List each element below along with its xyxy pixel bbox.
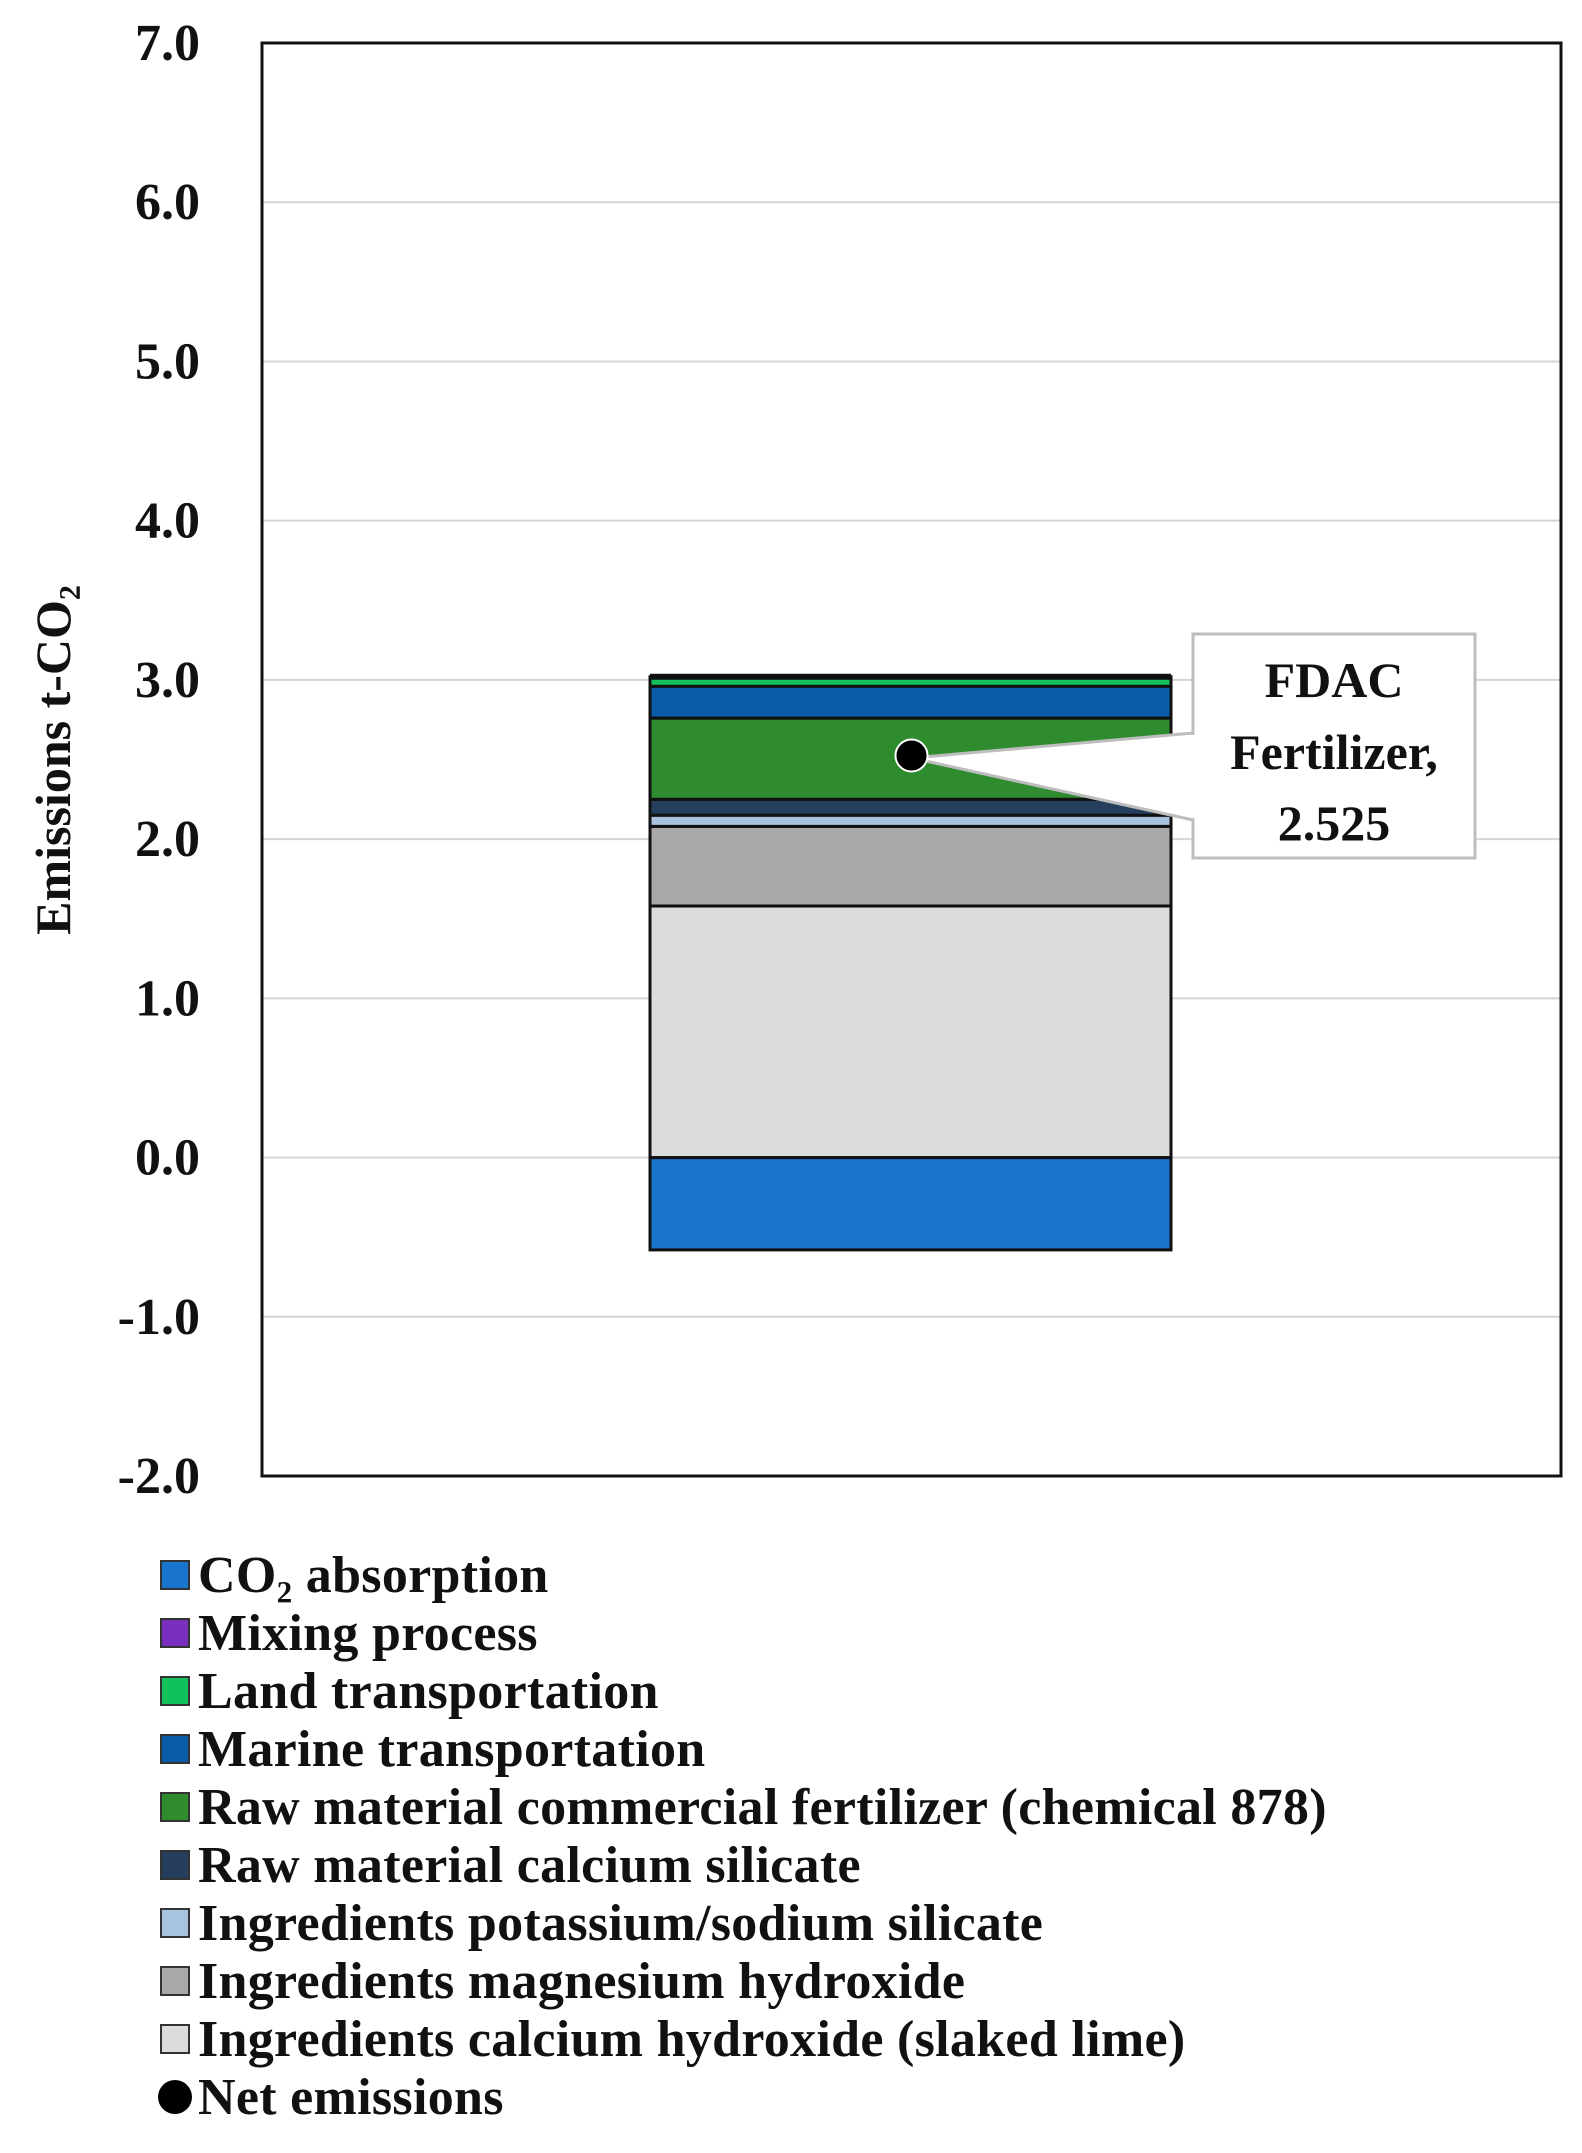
y-tick-label: 6.0 [135,174,200,231]
legend-item-mixing-process: Mixing process [160,1604,1327,1662]
stacked-bar [648,673,1173,1252]
legend-label: Mixing process [198,1604,538,1662]
legend-label: Raw material calcium silicate [198,1836,861,1894]
legend-swatch [160,1560,190,1590]
legend-swatch [160,1676,190,1706]
bar-segment [648,824,1173,908]
legend: CO₂ absorption Mixing process Land trans… [158,1546,1327,2126]
legend-item-commercial-fertilizer: Raw material commercial fertilizer (chem… [160,1778,1327,1836]
legend-label: Land transportation [198,1662,659,1720]
legend-label: Net emissions [198,2068,504,2126]
callout-line-3: 2.525 [1278,795,1391,851]
legend-item-marine-transportation: Marine transportation [160,1720,1327,1778]
legend-item-co2-absorption: CO₂ absorption [160,1546,1327,1604]
y-tick-label: 4.0 [135,493,200,550]
legend-label: Ingredients magnesium hydroxide [198,1952,966,2010]
legend-item-net-emissions: Net emissions [158,2068,1327,2126]
legend-label: Marine transportation [198,1720,706,1778]
legend-swatch [160,1908,190,1938]
y-tick-label: 2.0 [135,811,200,868]
legend-item-calcium-silicate: Raw material calcium silicate [160,1836,1327,1894]
legend-marker-dot [158,2080,192,2114]
bar-segment [648,797,1173,817]
legend-item-potassium-sodium-silicate: Ingredients potassium/sodium silicate [160,1894,1327,1952]
legend-swatch [160,1966,190,1996]
legend-item-calcium-hydroxide: Ingredients calcium hydroxide (slaked li… [160,2010,1327,2068]
callout-line-2: Fertilizer, [1230,724,1438,780]
legend-label: Ingredients potassium/sodium silicate [198,1894,1044,1952]
y-tick-label: 5.0 [135,333,200,390]
callout-line-1: FDAC [1265,652,1404,708]
y-tick-label: -2.0 [118,1448,200,1505]
bar-segment [648,904,1173,1160]
plot-area-frame [260,41,1563,1478]
bar-segment-co2-absorption [648,1156,1173,1252]
legend-item-magnesium-hydroxide: Ingredients magnesium hydroxide [160,1952,1327,2010]
y-tick-label: -1.0 [118,1289,200,1346]
legend-swatch [160,2024,190,2054]
bar-segment [648,813,1173,828]
legend-swatch [160,1734,190,1764]
y-tick-label: 3.0 [135,652,200,709]
y-tick-label: 0.0 [135,1130,200,1187]
callout: FDAC Fertilizer, 2.525 [911,632,1477,860]
bar-segment [648,684,1173,720]
net-emissions-markers [894,738,929,773]
legend-swatch [160,1618,190,1648]
y-axis-label: Emissions t-CO₂ [25,585,81,935]
legend-label: Raw material commercial fertilizer (chem… [198,1778,1327,1836]
legend-swatch [160,1850,190,1880]
legend-label: Ingredients calcium hydroxide (slaked li… [198,2010,1186,2068]
legend-item-land-transportation: Land transportation [160,1662,1327,1720]
legend-swatch [160,1792,190,1822]
y-axis-ticks: 7.0 6.0 5.0 4.0 3.0 2.0 1.0 0.0 -1.0 -2.0 [118,15,200,1505]
y-tick-label: 1.0 [135,970,200,1027]
net-emissions-point [894,738,929,773]
legend-label: CO₂ absorption [198,1546,549,1604]
y-tick-label: 7.0 [135,15,200,72]
